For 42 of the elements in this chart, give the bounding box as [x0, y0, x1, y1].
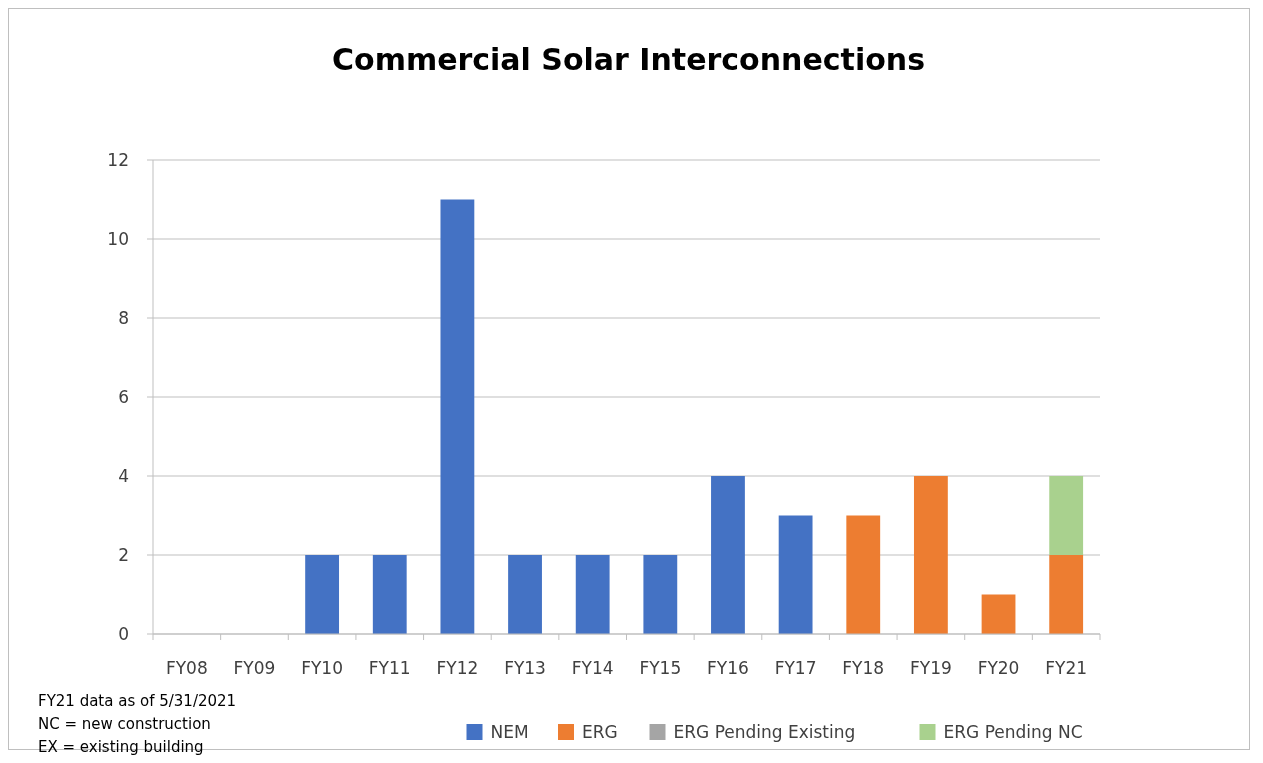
y-tick-label: 4: [118, 466, 129, 486]
x-tick-label: FY21: [1045, 658, 1088, 678]
bar: [846, 515, 881, 634]
text: FY21 data as of 5/31/2021: [38, 692, 237, 710]
chart-title: Commercial Solar Interconnections: [332, 42, 925, 77]
x-tick-label: FY13: [504, 658, 546, 678]
x-tick-label: FY18: [842, 658, 885, 678]
y-tick-label: 10: [107, 229, 129, 249]
bar: [440, 199, 475, 634]
y-tick-label: 8: [118, 308, 129, 328]
bar: [981, 594, 1016, 634]
legend-label: ERG Pending Existing: [673, 722, 856, 742]
bar: [913, 476, 948, 634]
x-tick-label: FY10: [301, 658, 344, 678]
bar: [508, 555, 542, 634]
x-tick-label: FY16: [707, 658, 749, 678]
x-tick-label: FY17: [774, 658, 817, 678]
text: NC = new construction: [38, 715, 211, 733]
text: EX = existing building: [38, 738, 204, 756]
x-tick-label: FY15: [639, 658, 682, 678]
x-tick-label: FY11: [368, 658, 411, 678]
bar: [1049, 555, 1084, 634]
bar: [575, 555, 610, 634]
bar: [711, 476, 745, 634]
bar: [1049, 476, 1084, 555]
x-tick-label: FY14: [571, 658, 614, 678]
legend-label: NEM: [490, 722, 529, 742]
bar: [778, 515, 813, 634]
y-tick-label: 0: [118, 624, 129, 644]
x-tick-label: FY08: [165, 658, 208, 678]
legend-label: ERG: [582, 722, 618, 742]
legend-label: ERG Pending NC: [943, 722, 1083, 742]
y-tick-label: 12: [107, 150, 129, 170]
y-tick-label: 6: [118, 387, 129, 407]
bar: [372, 555, 407, 634]
x-tick-label: FY09: [233, 658, 276, 678]
x-tick-label: FY12: [436, 658, 479, 678]
bar: [305, 555, 340, 634]
x-tick-label: FY20: [977, 658, 1020, 678]
y-tick-label: 2: [118, 545, 129, 565]
x-tick-label: FY19: [909, 658, 952, 678]
bar: [643, 555, 678, 634]
